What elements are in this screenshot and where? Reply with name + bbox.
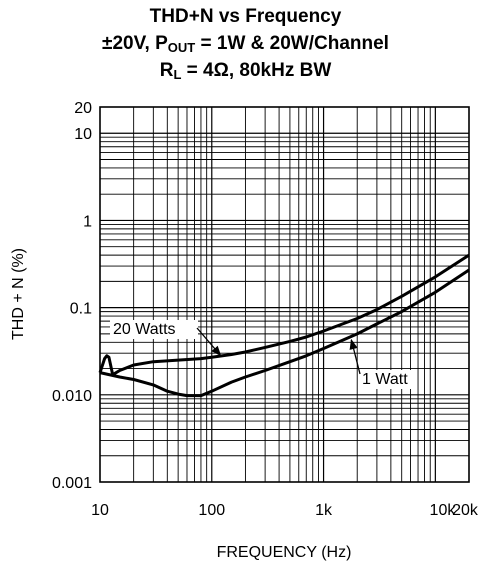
- subtitle-power-suffix: = 1W & 20W/Channel: [195, 33, 389, 54]
- callout-bg-20-watts: [110, 320, 198, 339]
- callout-arrow-1-watt: [349, 338, 361, 375]
- callout-label-20-watts: 20 Watts: [113, 321, 176, 338]
- x-tick-label: 20k: [452, 502, 479, 519]
- x-tick-label: 1k: [315, 502, 333, 519]
- plot-frame: [99, 106, 470, 483]
- subtitle-load-prefix: R: [159, 60, 174, 81]
- chart-subtitle-power: ±20V, POUT = 1W & 20W/Channel: [0, 32, 491, 60]
- callout-bg-1-watt: [358, 370, 414, 389]
- subtitle-load-suffix: = 4Ω, 80kHz BW: [181, 60, 332, 81]
- callouts: 20 Watts 1 Watt: [110, 320, 414, 389]
- x-tick-label: 10: [91, 502, 109, 519]
- subtitle-power-prefix: ±20V, P: [102, 33, 168, 54]
- chart-title: THD+N vs Frequency: [149, 6, 342, 27]
- y-tick-labels: 0.001 0.010 0.1 1 10 20: [52, 100, 92, 492]
- y-tick-label: 10: [74, 126, 92, 143]
- series-lines: [98, 253, 470, 398]
- x-tick-label: 10k: [430, 502, 457, 519]
- series-line-1-watt: [99, 268, 470, 398]
- subtitle-load-subscript: L: [173, 67, 182, 82]
- subtitle-power-subscript: OUT: [167, 40, 196, 55]
- y-tick-label: 0.001: [52, 475, 92, 492]
- callout-arrow-20-watts: [196, 327, 222, 357]
- chart-subtitle-load: RL = 4Ω, 80kHz BW: [0, 59, 491, 87]
- callout-label-1-watt: 1 Watt: [362, 371, 408, 388]
- y-tick-label: 20: [74, 100, 92, 117]
- grid-lines: [100, 107, 469, 482]
- x-axis-label: FREQUENCY (Hz): [217, 544, 352, 561]
- x-tick-label: 100: [198, 502, 225, 519]
- series-line-20-watts: [98, 253, 470, 377]
- y-tick-label: 1: [83, 213, 92, 230]
- y-tick-label: 0.1: [70, 301, 92, 318]
- y-tick-label: 0.010: [52, 388, 92, 405]
- y-axis-label: THD + N (%): [10, 248, 27, 340]
